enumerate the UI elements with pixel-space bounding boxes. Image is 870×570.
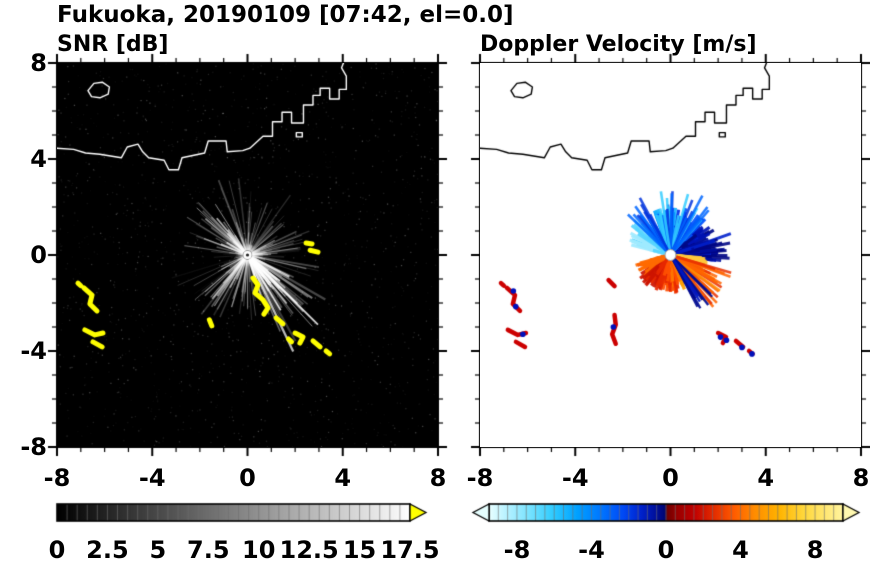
doppler-plot-canvas — [480, 63, 861, 447]
snr-plot-canvas — [57, 63, 438, 447]
doppler-panel-title: Doppler Velocity [m/s] — [480, 32, 757, 57]
snr-panel-title: SNR [dB] — [57, 32, 169, 57]
figure-title: Fukuoka, 20190109 [07:42, el=0.0] — [57, 2, 514, 28]
